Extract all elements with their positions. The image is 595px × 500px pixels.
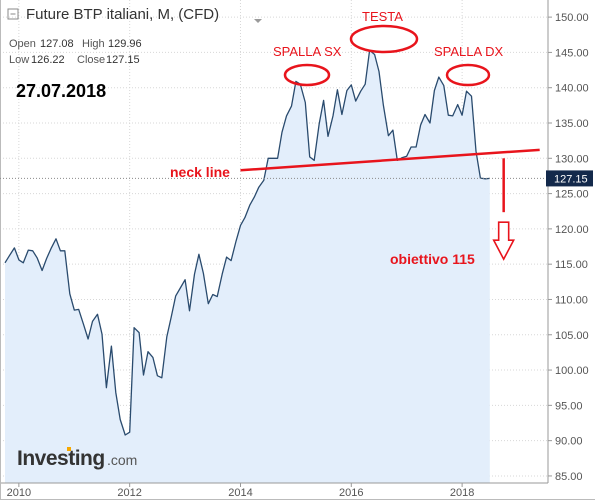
- logo-suffix: .com: [107, 452, 137, 468]
- current-price-tag: [546, 170, 593, 187]
- series-area: [5, 50, 490, 484]
- left-shoulder-label: SPALLA SX: [273, 44, 342, 59]
- y-tick-label: 120.00: [555, 224, 589, 236]
- head-ellipse: [349, 24, 419, 54]
- x-tick-label: 2012: [117, 487, 141, 499]
- y-tick-label: 150.00: [555, 12, 589, 24]
- x-tick-label: 2014: [228, 487, 252, 499]
- area-series: [4, 49, 490, 484]
- y-tick-label: 100.00: [555, 365, 589, 377]
- target-arrow-head: [492, 221, 515, 261]
- x-tick-label: 2018: [450, 487, 474, 499]
- x-tick-label: 2016: [339, 487, 363, 499]
- left-shoulder-ellipse: [283, 63, 331, 87]
- annotations: 127.15: [0, 148, 593, 261]
- ohlc-low-label: Low: [9, 54, 29, 66]
- y-tick-label: 145.00: [555, 47, 589, 59]
- logo-dot: [67, 447, 71, 451]
- header: Future BTP italiani, M, (CFD) Open 127.0…: [7, 6, 262, 101]
- annotation-labels: TESTA SPALLA SX SPALLA DX neck line obie…: [170, 9, 503, 267]
- y-tick-label: 125.00: [555, 189, 589, 201]
- ohlc-open-value: 127.08: [40, 38, 74, 50]
- ohlc-high-value: 129.96: [108, 38, 142, 50]
- y-tick-label: 105.00: [555, 330, 589, 342]
- neckline: [240, 148, 540, 172]
- logo-text: Investing: [17, 447, 105, 470]
- right-shoulder-ellipse: [445, 63, 491, 87]
- series-line: [4, 49, 490, 436]
- chevron-down-icon[interactable]: [254, 19, 262, 23]
- y-tick-label: 130.00: [555, 153, 589, 165]
- y-tick-label: 95.00: [555, 400, 583, 412]
- y-tick-label: 110.00: [555, 294, 588, 306]
- y-tick-label: 115.00: [555, 259, 588, 271]
- right-shoulder-label: SPALLA DX: [434, 44, 503, 59]
- current-price-label: 127.15: [554, 173, 588, 185]
- y-tick-label: 140.00: [555, 83, 589, 95]
- investing-logo: Investing .com: [17, 447, 137, 470]
- ohlc-open-label: Open: [9, 38, 36, 50]
- x-tick-label: 2010: [7, 487, 31, 499]
- y-tick-label: 90.00: [555, 436, 583, 448]
- chart-title: Future BTP italiani, M, (CFD): [26, 6, 219, 23]
- ohlc-low-value: 126.22: [31, 54, 65, 66]
- ohlc-high-label: High: [82, 38, 105, 50]
- ohlc-close-label: Close: [77, 54, 105, 66]
- neckline-label: neck line: [170, 164, 230, 180]
- head-label: TESTA: [362, 9, 403, 24]
- ohlc-close-value: 127.15: [106, 54, 140, 66]
- date-label: 27.07.2018: [16, 81, 106, 101]
- y-tick-label: 135.00: [555, 118, 589, 130]
- target-label: obiettivo 115: [390, 251, 475, 267]
- collapse-icon[interactable]: [7, 8, 19, 20]
- y-tick-label: 85.00: [555, 471, 583, 483]
